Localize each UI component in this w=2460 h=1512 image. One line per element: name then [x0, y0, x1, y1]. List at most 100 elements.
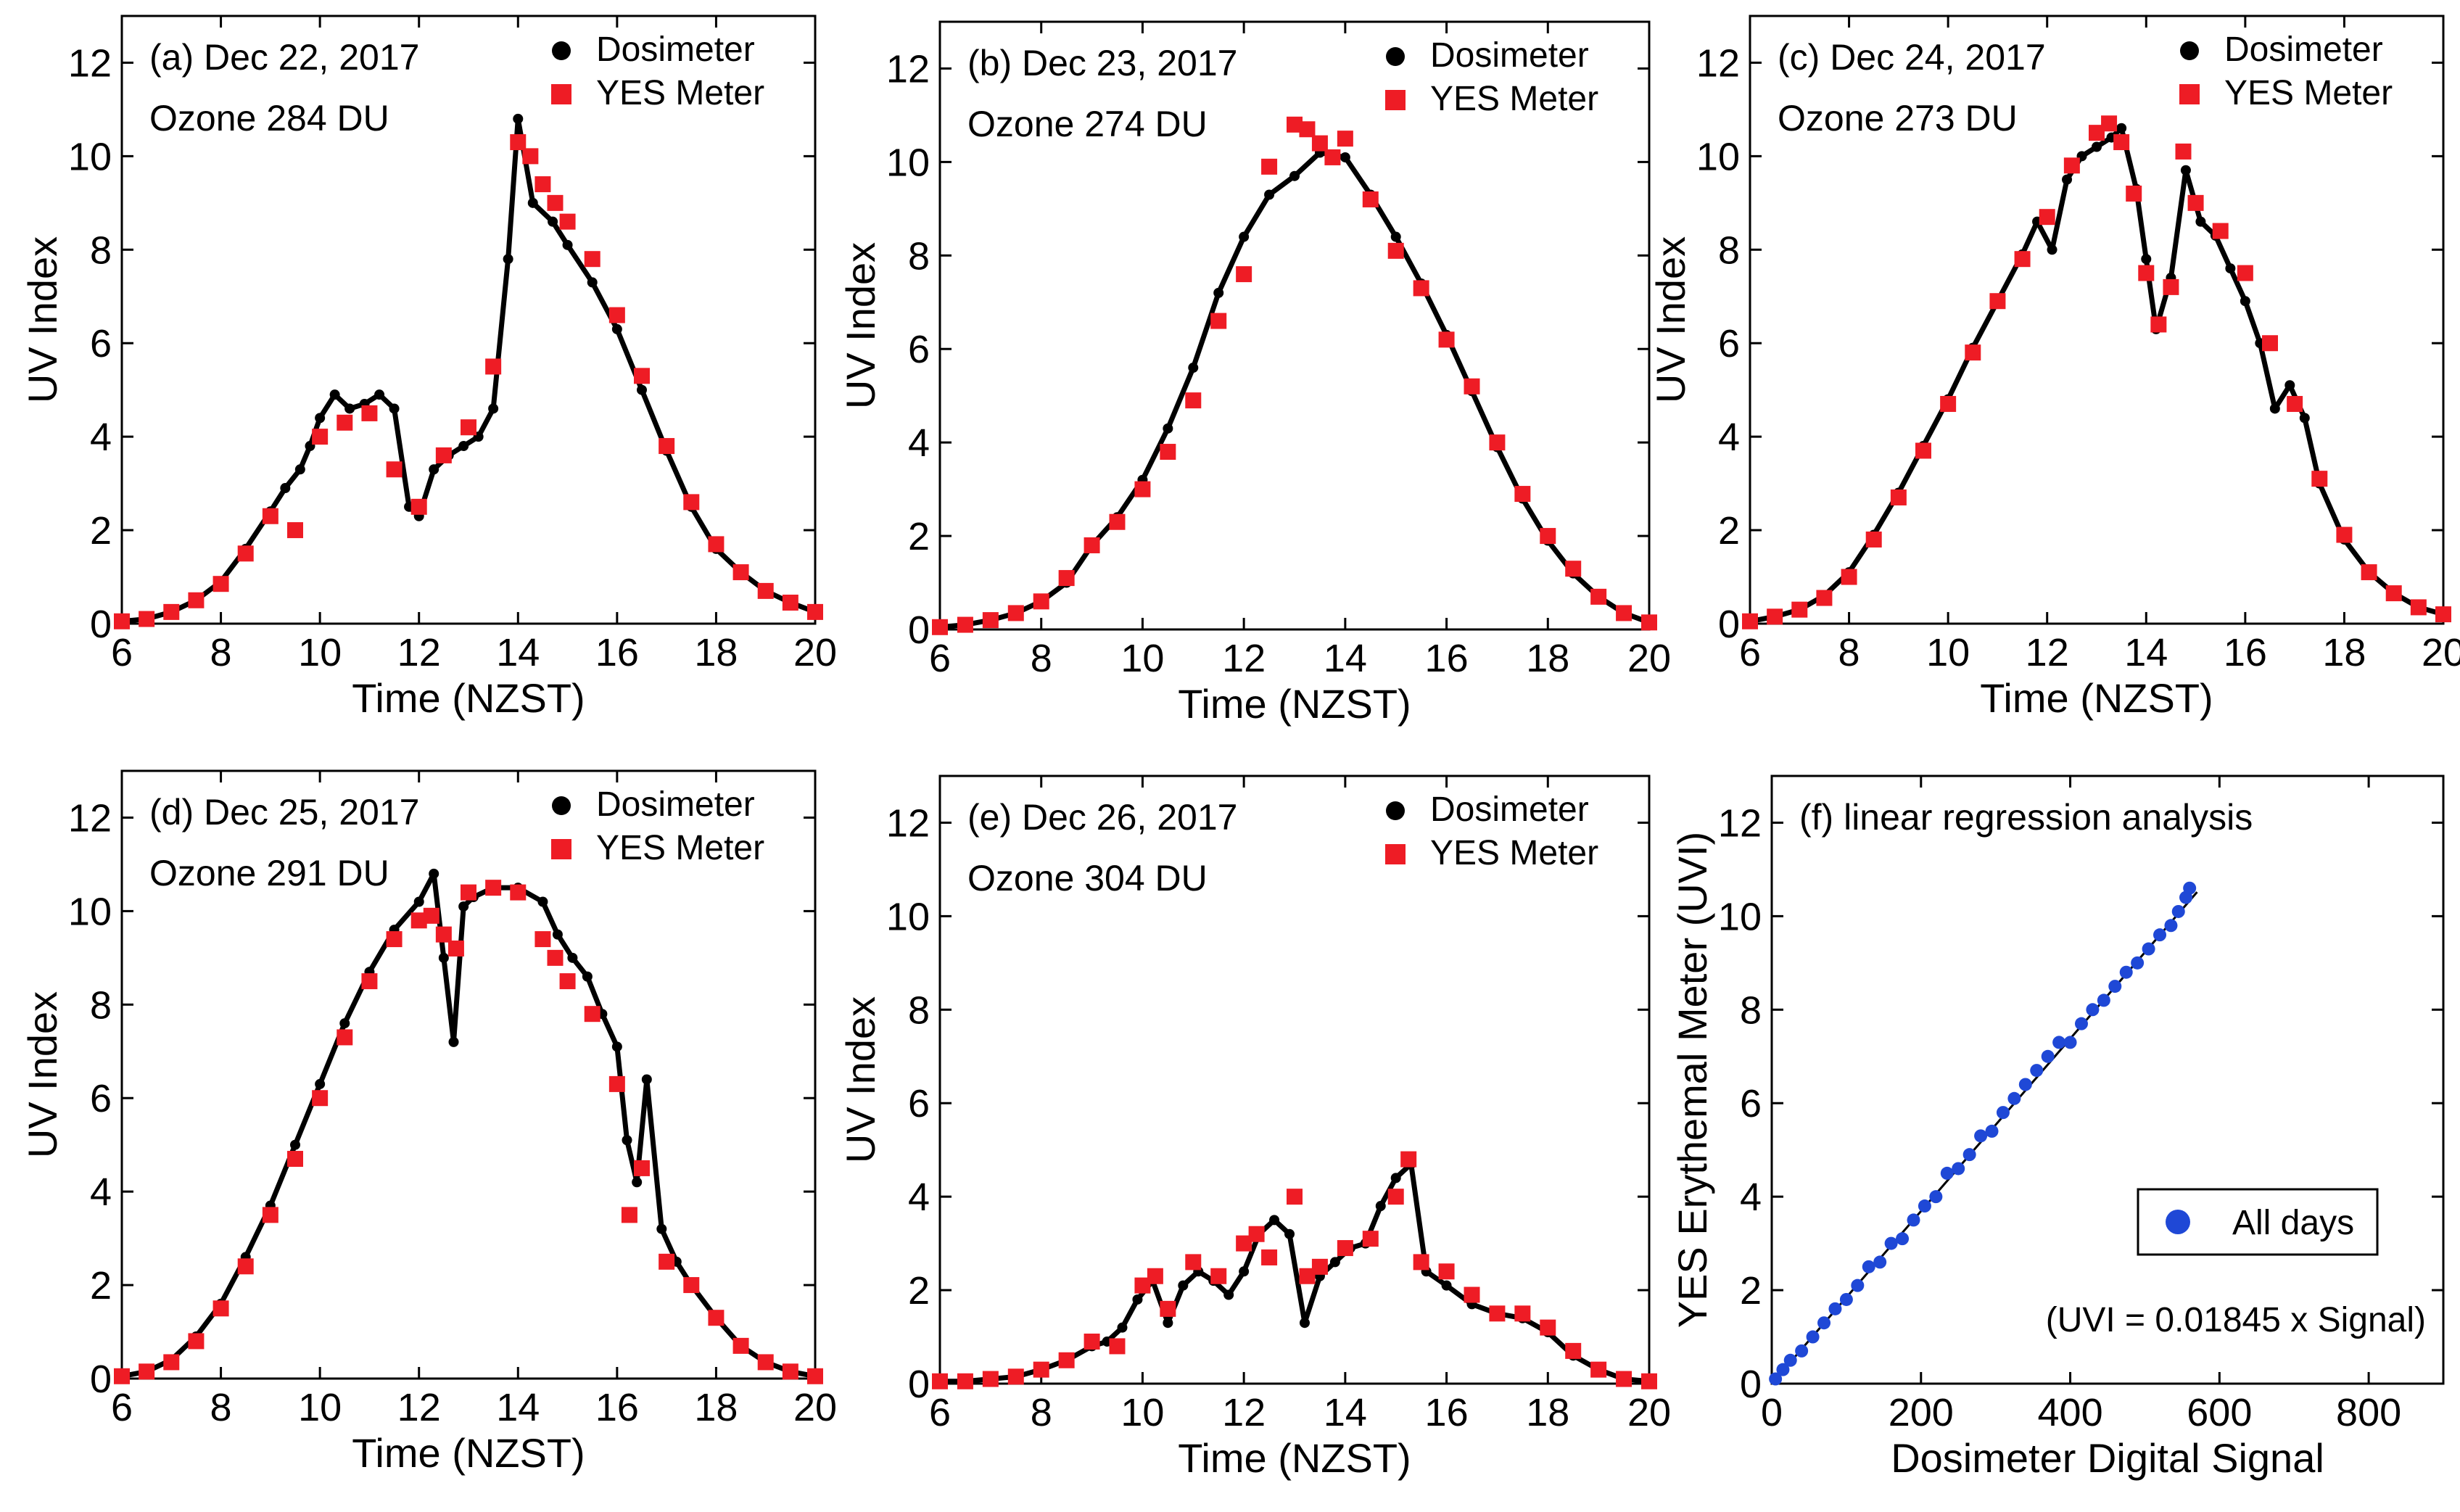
x-tick-label: 18 [694, 631, 738, 674]
legend-label-dosimeter: Dosimeter [1430, 790, 1589, 829]
dosimeter-point [503, 254, 513, 265]
panel-title: (d) Dec 25, 2017 [149, 792, 419, 833]
x-tick-label: 16 [2224, 631, 2267, 674]
dosimeter-point [2047, 244, 2057, 255]
all-days-point [1795, 1344, 1809, 1358]
all-days-point [1828, 1302, 1842, 1315]
yes-meter-point [410, 912, 427, 929]
yes-meter-point [2063, 157, 2080, 174]
yes-meter-point [757, 1354, 774, 1371]
y-tick-label: 12 [68, 41, 112, 85]
x-tick-label: 6 [111, 631, 133, 674]
y-tick-label: 2 [908, 1269, 930, 1313]
y-tick-label: 6 [90, 322, 112, 365]
y-tick-label: 10 [1718, 895, 1762, 938]
yes-meter-point [1134, 481, 1151, 497]
y-axis-label: UV Index [838, 996, 883, 1163]
y-tick-label: 0 [90, 603, 112, 646]
y-tick-label: 12 [68, 796, 112, 840]
yes-meter-point [1565, 561, 1582, 577]
dosimeter-point [632, 1177, 643, 1188]
yes-meter-point [1865, 531, 1882, 548]
legend-label-yes-meter: YES Meter [1430, 834, 1598, 872]
legend-marker-dosimeter [552, 796, 571, 815]
y-tick-label: 0 [1740, 1363, 1762, 1406]
dosimeter-point [1132, 1294, 1143, 1305]
yes-meter-point [410, 498, 427, 515]
all-days-point [1873, 1255, 1887, 1269]
yes-meter-point [312, 429, 329, 445]
yes-meter-point [807, 603, 823, 620]
yes-meter-point [708, 536, 725, 553]
x-tick-label: 10 [1120, 637, 1164, 680]
yes-meter-point [2187, 194, 2204, 211]
yes-meter-point [114, 613, 130, 629]
yes-meter-point [2014, 251, 2031, 268]
x-tick-label: 10 [1926, 631, 1970, 674]
yes-meter-point [1236, 1235, 1252, 1252]
yes-meter-point [1084, 1333, 1100, 1350]
dosimeter-point [1163, 1318, 1173, 1329]
legend-label-all-days: All days [2232, 1204, 2354, 1242]
yes-meter-point [1324, 149, 1341, 165]
ozone-annotation: Ozone 274 DU [967, 104, 1208, 144]
y-tick-label: 0 [90, 1358, 112, 1401]
y-axis-label: YES Erythemal Meter (UVI) [1669, 832, 1715, 1329]
y-tick-label: 8 [90, 983, 112, 1027]
x-tick-label: 18 [1526, 637, 1569, 680]
y-tick-label: 6 [1740, 1082, 1762, 1125]
y-tick-label: 10 [1696, 135, 1740, 178]
dosimeter-point [587, 277, 598, 288]
yes-meter-point [547, 194, 564, 211]
all-days-point [2164, 919, 2178, 933]
x-tick-label: 10 [1120, 1391, 1164, 1434]
plot-frame [120, 15, 817, 625]
legend-marker-dosimeter [552, 41, 571, 60]
y-tick-label: 12 [1696, 41, 1740, 85]
yes-meter-point [1540, 528, 1556, 545]
legend-label-dosimeter: Dosimeter [596, 785, 755, 824]
yes-meter-point [2089, 125, 2105, 141]
yes-meter-point [1742, 613, 1758, 629]
legend-marker-yes-meter [551, 839, 571, 859]
yes-meter-point [386, 461, 403, 478]
yes-meter-point [1210, 1268, 1227, 1284]
all-days-point [1776, 1363, 1790, 1376]
all-days-point [1817, 1316, 1831, 1330]
dosimeter-point [294, 464, 305, 475]
y-tick-label: 0 [908, 608, 930, 652]
all-days-point [2063, 1036, 2077, 1049]
all-days-point [1783, 1353, 1797, 1367]
legend-marker-dosimeter [2180, 41, 2199, 60]
yes-meter-point [2138, 265, 2155, 281]
all-days-point [1806, 1330, 1820, 1344]
all-days-point [2119, 965, 2133, 979]
y-tick-label: 2 [1740, 1269, 1762, 1313]
x-tick-label: 16 [595, 631, 639, 674]
dosimeter-point [2062, 174, 2073, 185]
x-tick-label: 16 [1425, 1391, 1469, 1434]
all-days-point [2007, 1091, 2021, 1105]
yes-meter-point [932, 619, 948, 635]
dosimeter-point [552, 929, 563, 940]
yes-meter-point [1362, 191, 1379, 207]
yes-meter-point [1387, 1189, 1404, 1205]
legend-label-dosimeter: Dosimeter [596, 30, 755, 69]
yes-meter-point [1616, 605, 1633, 621]
dosimeter-point [429, 464, 439, 475]
y-tick-label: 4 [908, 1176, 930, 1219]
yes-meter-point [461, 419, 476, 436]
x-axis-label: Time (NZST) [1980, 675, 2213, 721]
yes-meter-point [262, 508, 278, 524]
x-tick-label: 200 [1889, 1391, 1954, 1434]
x-tick-label: 20 [1627, 1391, 1671, 1434]
yes-meter-point [1311, 135, 1328, 152]
dosimeter-point [2141, 254, 2152, 265]
x-tick-label: 18 [1526, 1391, 1569, 1434]
yes-meter-point [2237, 265, 2253, 281]
dosimeter-point [1239, 231, 1250, 242]
dosimeter-point [290, 1139, 300, 1150]
